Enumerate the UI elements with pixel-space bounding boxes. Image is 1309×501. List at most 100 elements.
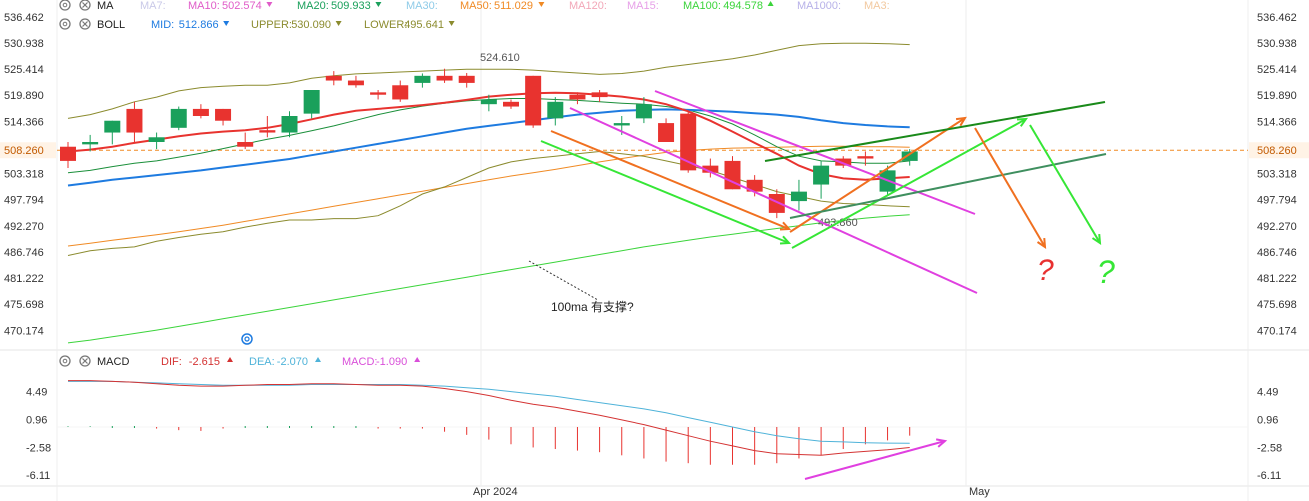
candle-down[interactable] — [569, 94, 586, 100]
green-down-arrow — [540, 140, 790, 244]
candle-up[interactable] — [635, 104, 652, 119]
candle-down[interactable] — [857, 156, 874, 159]
candle-down[interactable] — [680, 113, 697, 171]
candle-down[interactable] — [370, 92, 387, 95]
legend_boll-item-value: 530.090 — [291, 19, 331, 31]
macd-tick-left: -2.58 — [26, 442, 51, 454]
candle-down[interactable] — [325, 75, 342, 81]
candle-up[interactable] — [281, 116, 298, 133]
price-tick-right: 492.270 — [1257, 221, 1297, 233]
macd-tick-left: -6.11 — [26, 470, 50, 482]
candle-down[interactable] — [591, 92, 608, 98]
current-price-label-left: 508.260 — [4, 145, 44, 157]
legend_ma-item-label: MA15: — [627, 0, 659, 12]
candle-up[interactable] — [813, 165, 830, 185]
legend_boll-close-icon[interactable] — [79, 18, 91, 30]
x-tick-label: May — [969, 486, 990, 498]
legend_macd-item-trend-icon — [414, 357, 421, 362]
macd-tick-right: -2.58 — [1257, 442, 1282, 454]
legend_ma-title: MA — [97, 0, 114, 12]
price-tick-right: 470.174 — [1257, 325, 1297, 337]
candle-down[interactable] — [192, 108, 209, 116]
candle-down[interactable] — [525, 75, 542, 126]
orange-up-arrow-head — [955, 116, 967, 127]
candle-up[interactable] — [148, 137, 165, 142]
candle-down[interactable] — [126, 108, 143, 133]
green-forecast-arrow — [1029, 124, 1101, 244]
price-tick-right: 530.938 — [1257, 38, 1297, 50]
candle-up[interactable] — [790, 191, 807, 202]
dea-line — [68, 380, 910, 444]
candle-down[interactable] — [237, 142, 254, 147]
candle-down[interactable] — [392, 85, 409, 100]
legend_boll-settings-icon-inner — [62, 21, 68, 27]
macd-tick-right: 0.96 — [1257, 414, 1278, 426]
candle-down[interactable] — [60, 146, 76, 161]
support-note: 100ma 有支撑? — [551, 299, 634, 314]
candle-down[interactable] — [768, 194, 785, 213]
legend_ma-item-label: MA30: — [406, 0, 438, 12]
price-tick-right: 536.462 — [1257, 12, 1297, 24]
legend_boll-settings-icon[interactable] — [59, 18, 71, 30]
legend_macd-settings-icon[interactable] — [59, 355, 71, 367]
macd-divergence-arrow-head — [935, 438, 948, 448]
price-tick-right: 525.414 — [1257, 64, 1297, 76]
price-tick-left: 486.746 — [4, 247, 44, 259]
boll-upper-line — [67, 42, 910, 119]
candle-down[interactable] — [746, 179, 763, 192]
macd-tick-right: -6.11 — [1257, 470, 1281, 482]
legend_boll-title: BOLL — [97, 19, 125, 31]
boll-lower-line — [67, 150, 910, 256]
candle-down[interactable] — [458, 75, 475, 83]
legend_ma-item-trend-icon — [538, 2, 545, 7]
candle-up[interactable] — [82, 142, 99, 145]
legend_macd-item-label: DEA: — [249, 356, 275, 368]
event-marker-icon[interactable] — [241, 333, 253, 345]
legend_macd-item-trend-icon — [227, 357, 233, 362]
green-forecast-arrow-head — [1091, 233, 1102, 245]
candle-down[interactable] — [259, 130, 276, 133]
candle-up[interactable] — [480, 99, 497, 105]
candle-up[interactable] — [901, 151, 918, 161]
candle-down[interactable] — [835, 158, 852, 166]
x-tick-label: Apr 2024 — [473, 486, 518, 498]
orange-down-arrow — [550, 130, 790, 230]
candle-down[interactable] — [436, 75, 453, 81]
legend_macd-close-icon[interactable] — [79, 355, 91, 367]
candle-down[interactable] — [215, 108, 232, 121]
candle-down[interactable] — [347, 80, 364, 86]
price-tick-left: 536.462 — [4, 12, 44, 24]
legend_ma-item-label: MA120: — [569, 0, 607, 12]
channel-lower-line — [569, 107, 978, 294]
legend_ma-settings-icon[interactable] — [59, 0, 71, 11]
price-tick-right: 519.890 — [1257, 90, 1297, 102]
legend_ma-close-icon[interactable] — [79, 0, 91, 11]
legend_macd-item-label: DIF: — [161, 356, 182, 368]
ma50-line — [67, 145, 910, 247]
price-tick-left: 514.366 — [4, 116, 44, 128]
legend_ma-item-label: MA1000: — [797, 0, 841, 12]
candle-up[interactable] — [414, 75, 431, 83]
candle-down[interactable] — [658, 123, 675, 142]
candle-up[interactable] — [104, 120, 121, 133]
legend_boll-item-label: LOWER: — [364, 19, 407, 31]
current-price-box — [1249, 142, 1309, 159]
candle-down[interactable] — [724, 160, 741, 190]
price-tick-left: 497.794 — [4, 195, 44, 207]
boll-mid-line — [67, 108, 910, 187]
candle-up[interactable] — [170, 108, 187, 128]
price-tick-left: 475.698 — [4, 299, 44, 311]
green-down-arrow-head — [779, 235, 792, 245]
legend_ma-close-icon-x2 — [82, 2, 88, 8]
candle-up[interactable] — [547, 101, 564, 119]
candle-up[interactable] — [613, 123, 630, 126]
green-up-arrow-head — [1016, 117, 1029, 127]
legend_ma-item-value: 502.574 — [222, 0, 262, 12]
ma100-line — [67, 214, 910, 344]
price-tick-right: 503.318 — [1257, 169, 1297, 181]
legend_macd-item-value: -2.615 — [189, 356, 220, 368]
candle-down[interactable] — [503, 101, 519, 107]
candle-up[interactable] — [303, 90, 320, 114]
candle-down[interactable] — [702, 165, 719, 173]
